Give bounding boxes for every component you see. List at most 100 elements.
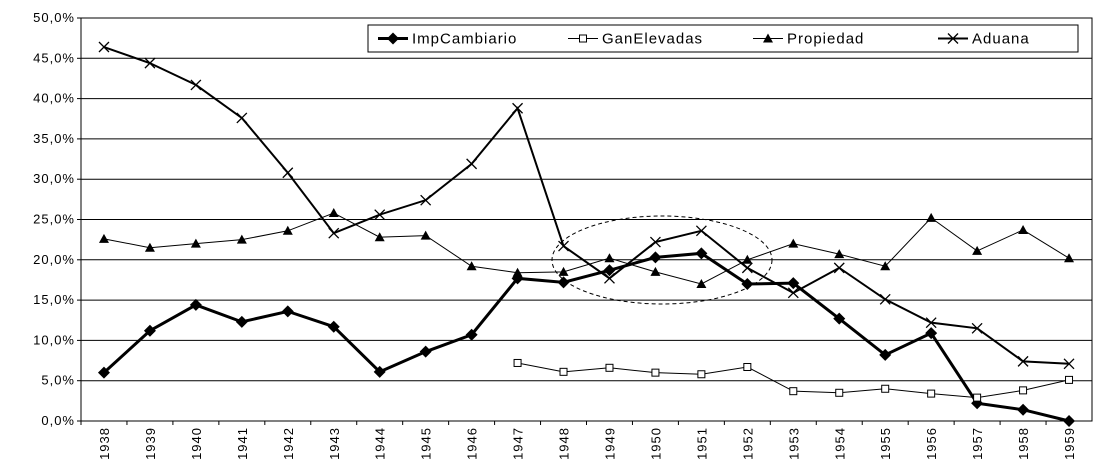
data-point [373, 365, 386, 378]
data-point [190, 79, 202, 91]
legend-label: ImpCambiario [412, 31, 517, 48]
x-tick-label: 1942 [281, 427, 296, 460]
data-point [282, 225, 293, 235]
y-tick-label: 35,0% [33, 131, 75, 146]
data-point [465, 328, 478, 341]
data-point [143, 324, 156, 337]
x-tick-label: 1959 [1062, 427, 1077, 460]
data-point [1017, 403, 1030, 416]
legend-label: GanElevadas [602, 31, 703, 48]
data-point [1018, 224, 1029, 234]
legend-label: Aduana [972, 31, 1030, 48]
x-tick-label: 1939 [143, 427, 158, 460]
data-point [190, 238, 201, 248]
data-point [328, 227, 340, 239]
data-point [788, 238, 799, 248]
data-point [697, 370, 706, 379]
data-point [926, 212, 937, 222]
x-tick-label: 1950 [648, 427, 663, 460]
data-point [189, 298, 202, 311]
data-point [742, 254, 753, 264]
x-tick-label: 1952 [740, 427, 755, 460]
legend-marker [947, 33, 959, 44]
x-tick-label: 1946 [465, 427, 480, 460]
data-point [1063, 415, 1076, 427]
x-tick-label: 1956 [924, 427, 939, 460]
legend-marker [763, 33, 773, 43]
data-point [558, 240, 569, 252]
data-point [1063, 358, 1075, 370]
series-line [102, 251, 1070, 423]
y-tick-label: 25,0% [33, 212, 75, 227]
data-point [879, 348, 892, 361]
data-point [879, 293, 891, 305]
x-tick-label: 1940 [189, 427, 204, 460]
data-point [927, 389, 936, 398]
y-tick-label: 45,0% [33, 50, 75, 65]
x-tick-label: 1945 [419, 427, 434, 460]
y-tick-label: 30,0% [33, 171, 75, 186]
data-point [558, 266, 569, 276]
data-point [603, 264, 616, 277]
data-point [559, 367, 568, 376]
x-tick-label: 1944 [373, 427, 388, 460]
data-point [236, 112, 248, 124]
x-tick-label: 1947 [511, 427, 526, 460]
x-tick-label: 1941 [235, 427, 250, 460]
data-point [787, 287, 799, 299]
x-tick-label: 1953 [786, 427, 801, 460]
x-tick-label: 1954 [832, 427, 847, 460]
data-point [97, 366, 110, 379]
data-point [420, 230, 431, 240]
y-tick-label: 40,0% [33, 91, 75, 106]
data-point [835, 388, 844, 397]
data-point [973, 393, 982, 402]
data-point [236, 234, 247, 244]
series-line [103, 46, 1070, 365]
series-line [103, 212, 1070, 285]
data-point [281, 305, 294, 318]
data-point [282, 167, 294, 179]
data-point [650, 266, 661, 276]
x-tick-label: 1955 [878, 427, 893, 460]
data-point [420, 194, 432, 206]
data-point [649, 251, 662, 264]
data-point [925, 317, 937, 329]
data-point [235, 315, 248, 328]
data-point [789, 387, 798, 396]
x-tick-label: 1957 [970, 427, 985, 460]
y-tick-label: 20,0% [33, 252, 75, 267]
data-point [512, 102, 524, 114]
data-point [605, 363, 614, 372]
data-point [144, 242, 155, 252]
data-point [972, 245, 983, 255]
data-point [1065, 375, 1074, 384]
data-point [513, 358, 522, 367]
data-point [649, 236, 661, 248]
y-tick-label: 5,0% [41, 373, 75, 388]
data-point [881, 384, 890, 393]
y-tick-label: 0,0% [41, 413, 75, 428]
data-point [833, 312, 846, 325]
legend-label: Propiedad [787, 31, 864, 48]
x-tick-label: 1951 [694, 427, 709, 460]
data-point [374, 209, 386, 221]
data-point [1019, 386, 1028, 395]
data-point [98, 41, 110, 53]
data-point [466, 261, 477, 271]
data-point [741, 262, 753, 274]
data-point [419, 345, 432, 358]
data-point [971, 322, 983, 334]
x-tick-label: 1949 [602, 427, 617, 460]
data-point [1064, 253, 1075, 263]
data-point [696, 278, 707, 288]
data-point [743, 362, 752, 371]
data-point [604, 253, 615, 263]
data-point [327, 320, 340, 333]
y-tick-label: 15,0% [33, 292, 75, 307]
data-point [741, 277, 754, 290]
data-point [787, 277, 800, 290]
data-point [834, 249, 845, 259]
data-point [833, 262, 845, 274]
